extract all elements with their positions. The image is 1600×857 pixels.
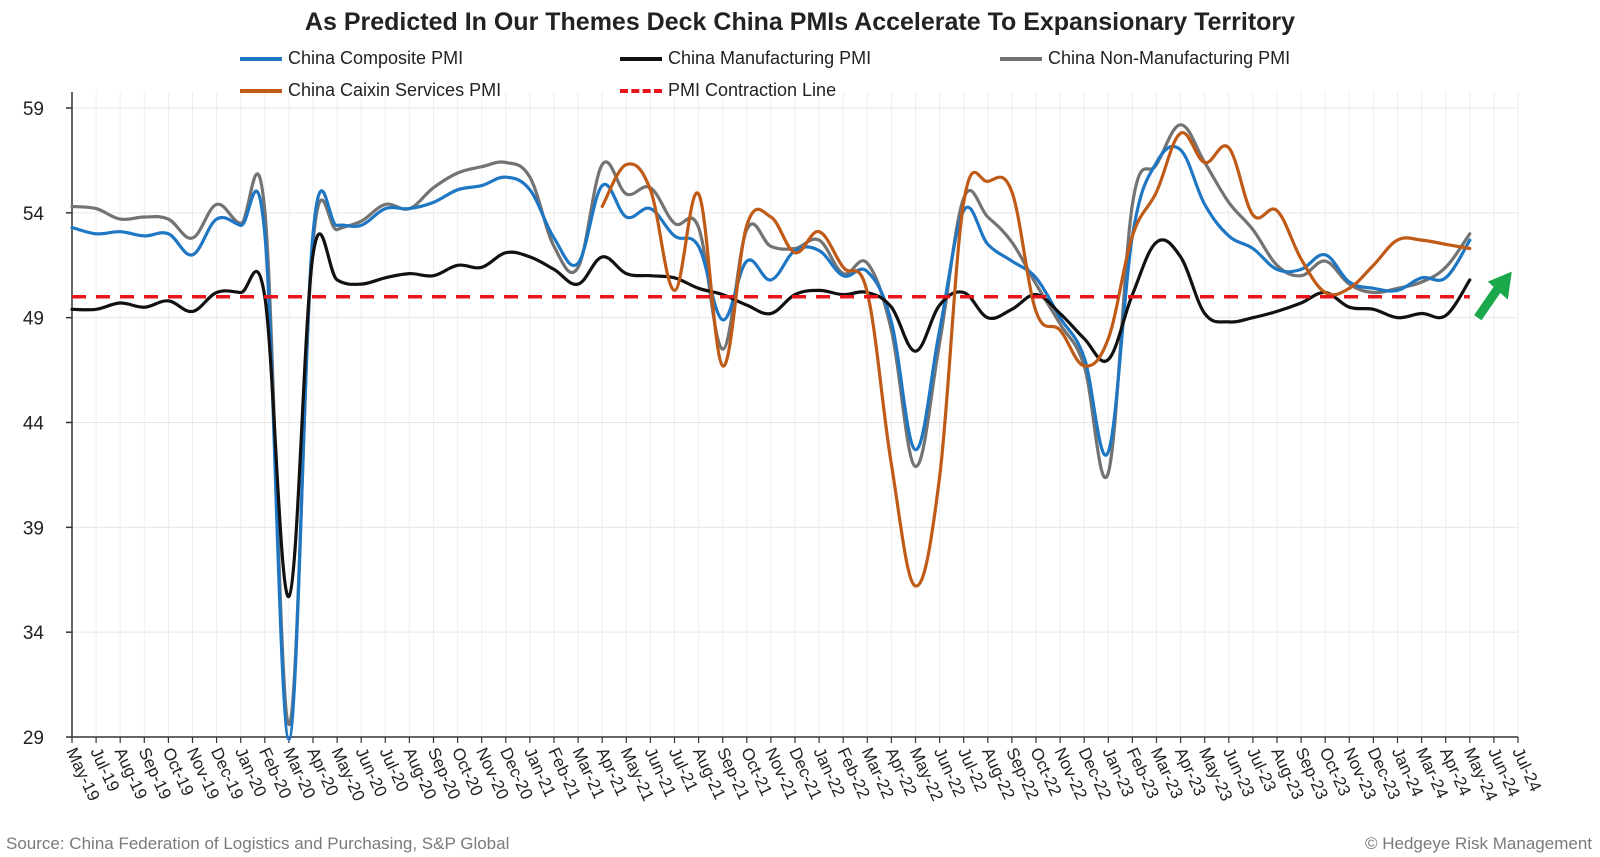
legend-item-non-manufacturing: China Non-Manufacturing PMI	[1000, 48, 1290, 69]
footer-copyright: © Hedgeye Risk Management	[1364, 834, 1592, 853]
footer-source: Source: China Federation of Logistics an…	[6, 834, 510, 853]
legend-item-composite: China Composite PMI	[240, 48, 463, 69]
legend-label-caixin: China Caixin Services PMI	[288, 80, 502, 100]
axis-layer: 29343944495459May-19Jul-19Aug-19Sep-19Oc…	[23, 92, 1545, 804]
y-tick-label: 44	[23, 414, 45, 435]
legend-label-composite: China Composite PMI	[288, 48, 464, 68]
y-tick-label: 49	[23, 309, 44, 330]
series-line-manufacturing	[70, 232, 1472, 599]
legend-swatch-non-manufacturing	[1000, 56, 1042, 61]
legend-swatch-manufacturing	[620, 56, 662, 61]
legend-label-manufacturing: China Manufacturing PMI	[668, 48, 872, 68]
series-layer	[70, 123, 1472, 741]
y-tick-label: 59	[23, 99, 44, 120]
legend-swatch-composite	[240, 56, 282, 61]
annotation-layer	[1474, 271, 1512, 321]
chart-legend: China Composite PMI China Manufacturing …	[240, 48, 1440, 118]
y-tick-label: 54	[23, 204, 45, 225]
chart-title: As Predicted In Our Themes Deck China PM…	[304, 8, 1296, 36]
legend-item-caixin: China Caixin Services PMI	[240, 80, 501, 101]
arrow-head-icon	[1487, 271, 1512, 300]
series-line-composite	[70, 144, 1472, 741]
arrow-up-icon	[1474, 286, 1502, 321]
legend-item-manufacturing: China Manufacturing PMI	[620, 48, 871, 69]
legend-swatch-caixin	[240, 88, 282, 93]
grid-layer	[71, 92, 1519, 738]
y-tick-label: 29	[23, 728, 44, 749]
legend-label-non-manufacturing: China Non-Manufacturing PMI	[1048, 48, 1291, 68]
legend-swatch-contraction	[620, 88, 662, 93]
series-line-caixin	[600, 131, 1472, 588]
y-tick-label: 34	[23, 623, 45, 644]
legend-item-contraction: PMI Contraction Line	[620, 80, 836, 101]
legend-label-contraction: PMI Contraction Line	[668, 80, 837, 100]
y-tick-label: 39	[23, 518, 44, 539]
